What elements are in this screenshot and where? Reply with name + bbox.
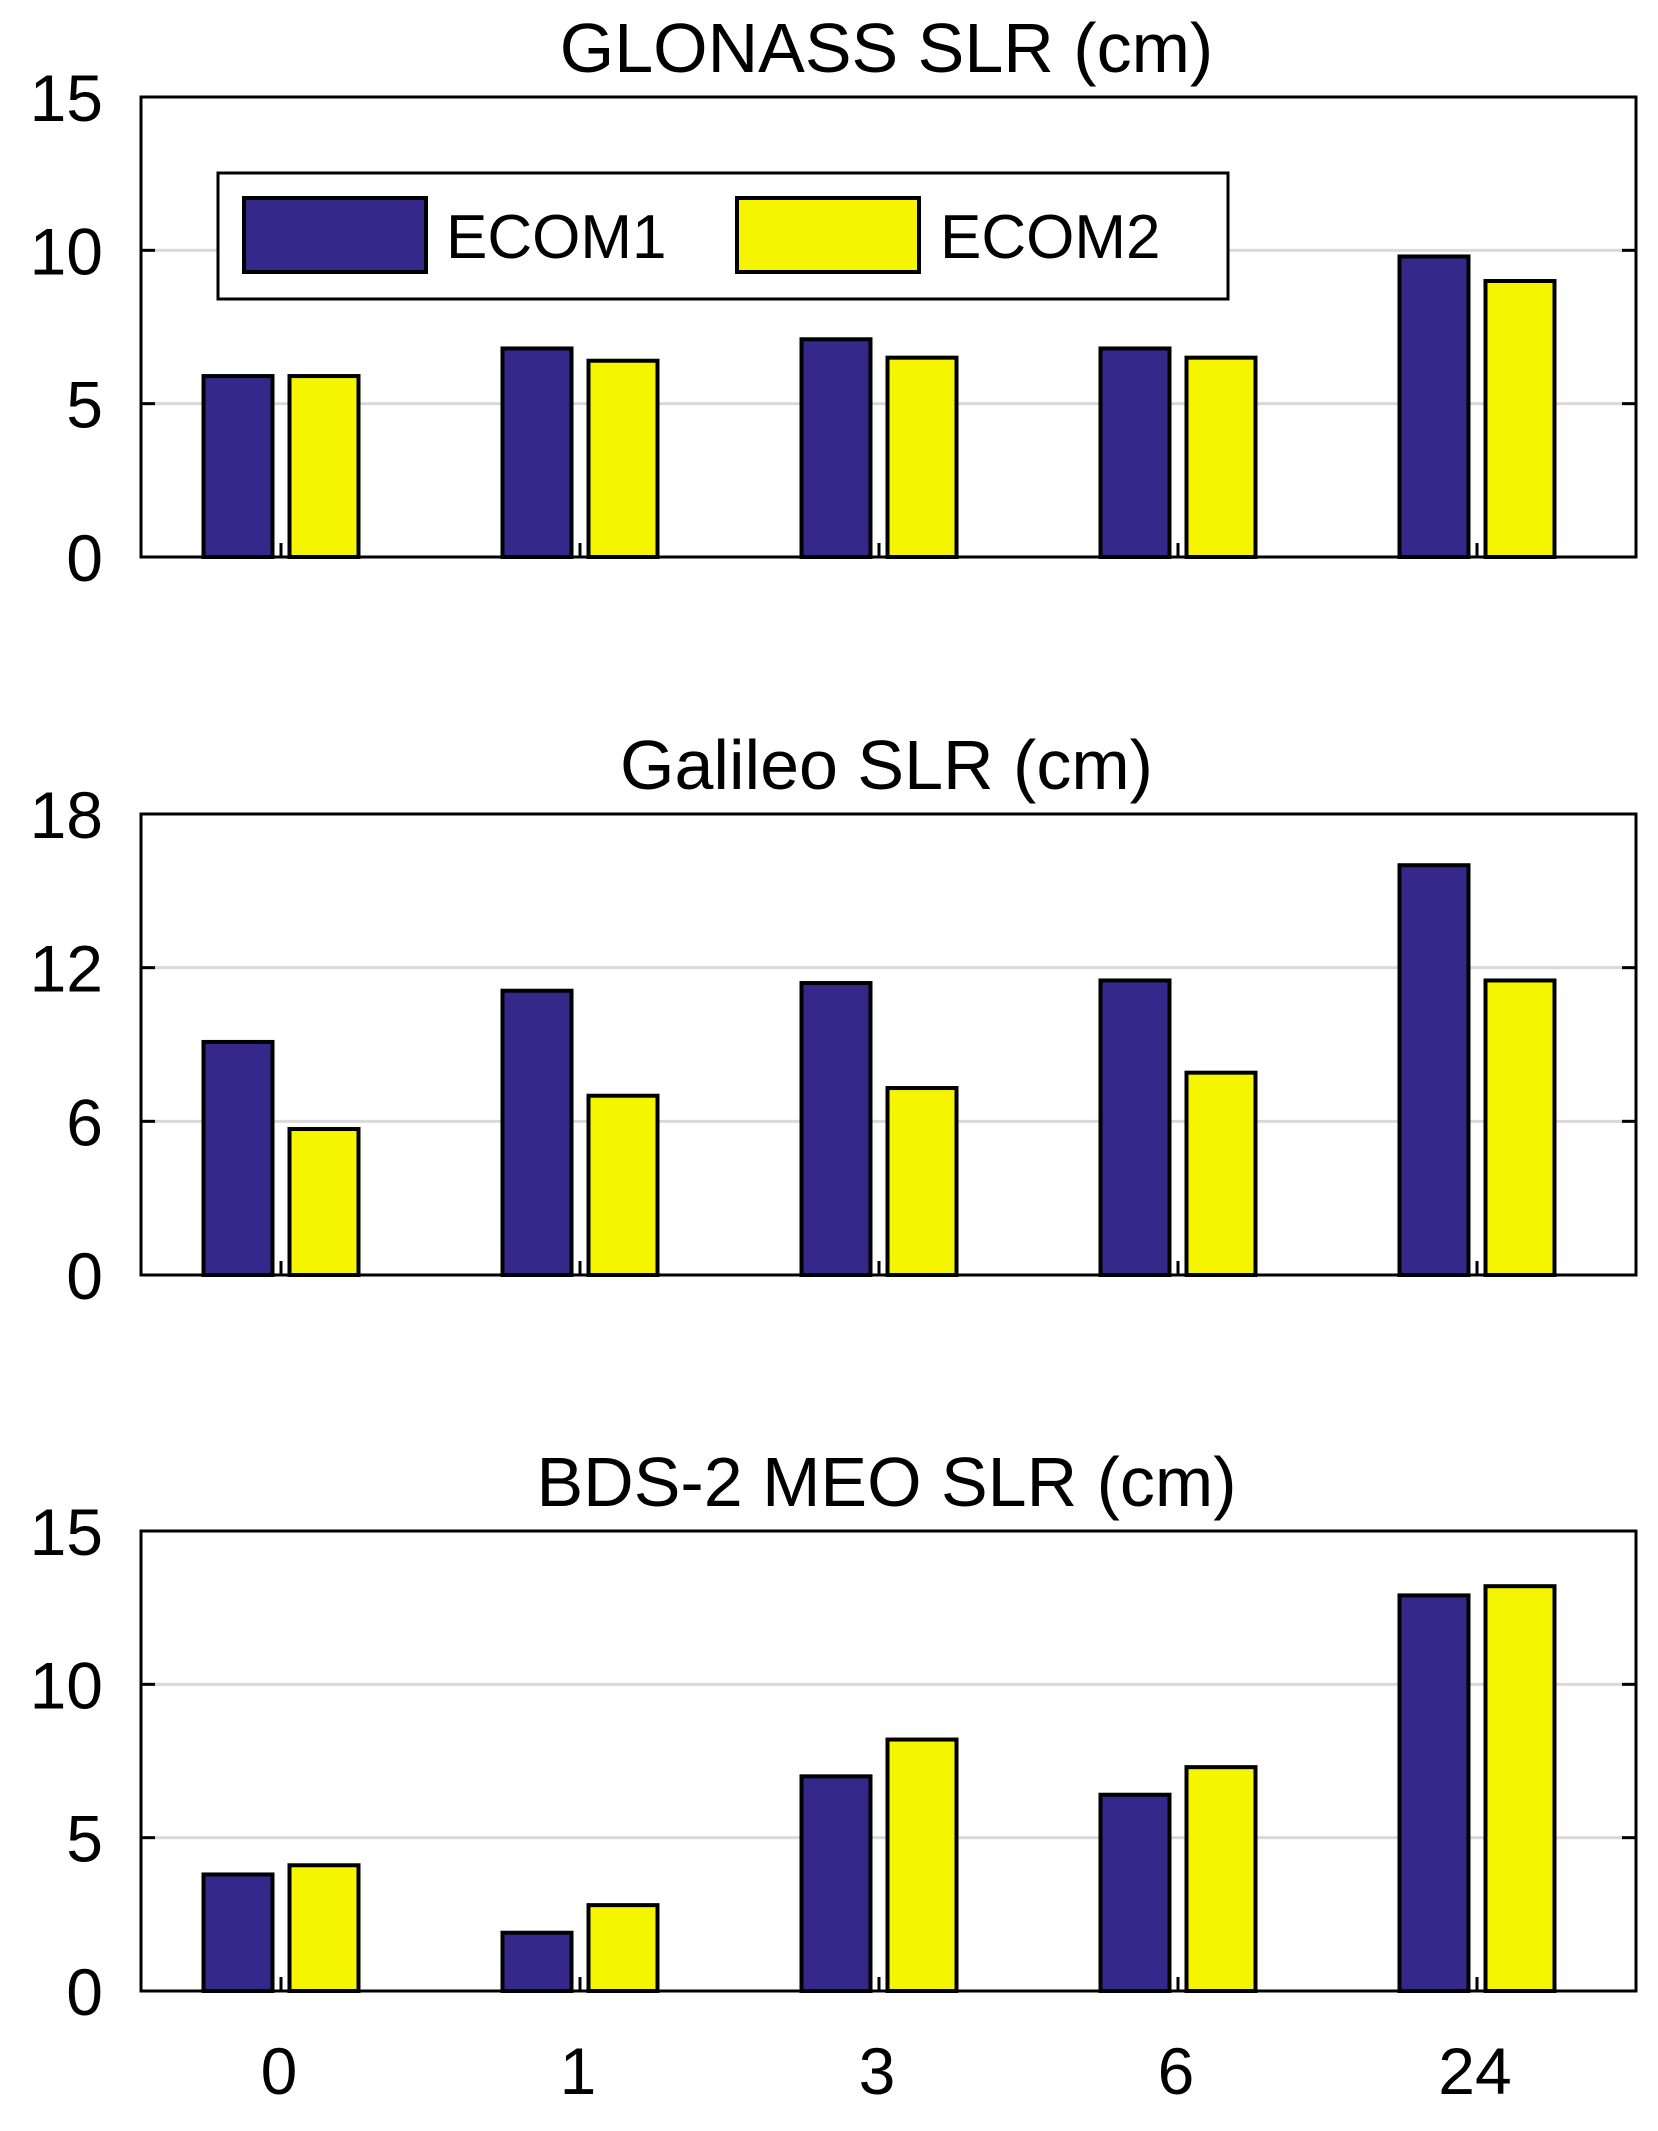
legend-swatch-ecom2 xyxy=(735,196,921,274)
legend-swatch-ecom1 xyxy=(242,196,428,274)
bar-ecom2-0 xyxy=(287,374,361,560)
chart-title: GLONASS SLR (cm) xyxy=(560,9,1213,87)
bar-ecom1-1 xyxy=(500,346,574,560)
legend: ECOM1 ECOM2 xyxy=(216,171,1230,301)
axes-frame xyxy=(139,812,1638,1277)
bar-ecom2-1 xyxy=(586,1093,660,1277)
bar-ecom1-6 xyxy=(1098,346,1172,560)
y-tick-label: 15 xyxy=(30,61,103,135)
bar-ecom1-24 xyxy=(1397,254,1471,559)
y-tick-label: 12 xyxy=(30,932,103,1006)
bar-ecom2-1 xyxy=(586,358,660,559)
bar-ecom1-3 xyxy=(799,1774,873,1994)
x-tick-label: 1 xyxy=(560,2034,597,2108)
chart-panel-1: 0 5 10 15 GLONASS SLR (cm) ECOM1 ECOM2 xyxy=(30,9,1638,595)
bar-ecom1-0 xyxy=(201,1872,275,1994)
bar-ecom1-0 xyxy=(201,1039,275,1277)
chart-panel-3: 0 5 10 15 BDS-2 MEO SLR (cm) 0 1 3 6 24 xyxy=(30,1443,1638,2108)
axes-frame xyxy=(139,95,1638,559)
bar-ecom2-24 xyxy=(1483,279,1557,559)
x-tick-label: 0 xyxy=(261,2034,298,2108)
bar-ecom2-1 xyxy=(586,1903,660,1993)
bar-ecom2-24 xyxy=(1483,1584,1557,1993)
y-tick-label: 0 xyxy=(66,521,103,595)
chart-title: BDS-2 MEO SLR (cm) xyxy=(536,1443,1236,1521)
bar-ecom1-3 xyxy=(799,337,873,559)
bar-ecom1-6 xyxy=(1098,1792,1172,1993)
bar-ecom1-24 xyxy=(1397,1593,1471,1994)
y-tick-label: 5 xyxy=(66,368,103,442)
y-tick-label: 10 xyxy=(30,1648,103,1722)
x-tick-label: 24 xyxy=(1438,2034,1511,2108)
x-tick-label: 6 xyxy=(1158,2034,1195,2108)
bar-ecom2-0 xyxy=(287,1127,361,1278)
bar-ecom2-0 xyxy=(287,1863,361,1994)
bar-ecom2-6 xyxy=(1184,1070,1258,1278)
y-tick-label: 18 xyxy=(30,778,103,852)
bar-ecom1-1 xyxy=(500,1930,574,1993)
bar-ecom1-1 xyxy=(500,988,574,1277)
bar-ecom2-6 xyxy=(1184,1765,1258,1993)
bar-ecom2-3 xyxy=(885,1086,959,1278)
axes-frame xyxy=(139,1529,1638,1993)
bar-ecom1-3 xyxy=(799,981,873,1277)
y-tick-label: 6 xyxy=(66,1085,103,1159)
bar-ecom2-6 xyxy=(1184,355,1258,559)
bar-ecom2-3 xyxy=(885,355,959,559)
chart-title: Galileo SLR (cm) xyxy=(620,726,1153,804)
y-tick-label: 5 xyxy=(66,1802,103,1876)
bar-ecom1-6 xyxy=(1098,978,1172,1277)
y-tick-label: 15 xyxy=(30,1495,103,1569)
legend-label-ecom1: ECOM1 xyxy=(446,203,666,272)
y-tick-label: 0 xyxy=(66,1239,103,1313)
bar-ecom2-3 xyxy=(885,1737,959,1993)
legend-label-ecom2: ECOM2 xyxy=(940,203,1160,272)
bar-ecom2-24 xyxy=(1483,978,1557,1277)
bar-ecom1-0 xyxy=(201,374,275,560)
y-tick-label: 0 xyxy=(66,1955,103,2029)
x-tick-label: 3 xyxy=(859,2034,896,2108)
bar-ecom1-24 xyxy=(1397,863,1471,1277)
chart-panel-2: 0 6 12 18 Galileo SLR (cm) xyxy=(30,726,1638,1313)
y-tick-label: 10 xyxy=(30,214,103,288)
